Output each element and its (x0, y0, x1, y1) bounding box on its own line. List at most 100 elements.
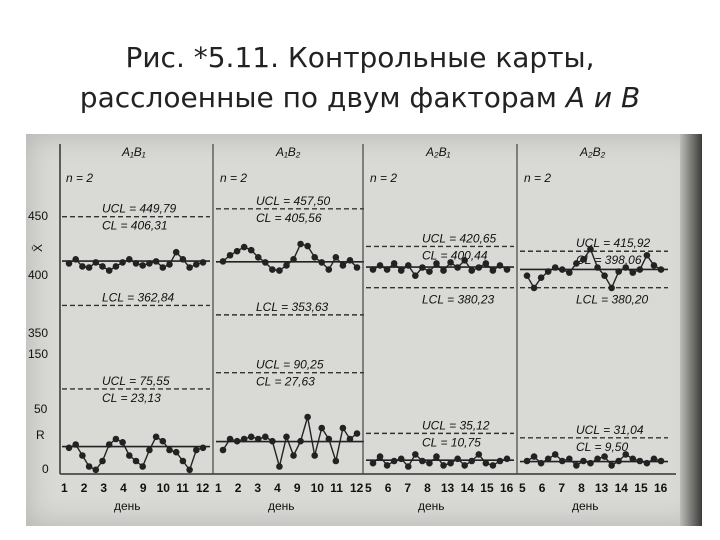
day-tick-label: 9 (140, 481, 147, 495)
xbar-data-point (72, 256, 79, 263)
panel-A1B2: A₁B₂ n = 2 UCL = 457,50 CL = 405,56 LCL = 35… (212, 144, 364, 513)
xbar-lcl-label: LCL = 380,20 (576, 293, 649, 307)
r-data-point (159, 437, 167, 445)
day-tick-label: 6 (539, 481, 546, 495)
xbar-data-point (461, 257, 468, 264)
r-cl-label: CL = 9,50 (576, 440, 628, 454)
xbar-ucl-label: UCL = 457,50 (256, 194, 330, 208)
xbar-data-point (247, 246, 255, 254)
xbar-data-point (193, 261, 200, 268)
xbar-data-point (601, 272, 608, 279)
panel-header-A2B2: A₂B₂ (579, 145, 606, 159)
xbar-ucl-label: UCL = 420,65 (422, 231, 496, 245)
r-data-point (112, 435, 120, 443)
r-data-point (369, 459, 377, 467)
day-tick-label: 14 (461, 481, 475, 495)
panel-n-label-A1B1: n = 2 (66, 171, 93, 185)
xbar-data-point (622, 264, 630, 271)
xbar-data-point (475, 264, 483, 271)
r-data-point (390, 457, 398, 465)
x-axis-label: день (572, 499, 599, 513)
day-tick-label: 3 (100, 481, 107, 495)
xbar-data-point (383, 266, 391, 273)
r-data-point (72, 441, 79, 448)
xbar-data-point (566, 269, 573, 276)
xbar-ucl-label: UCL = 449,79 (102, 202, 176, 216)
xbar-ucl-label: UCL = 415,92 (576, 236, 650, 250)
r-data-point (325, 435, 333, 443)
xbar-data-point (226, 251, 234, 259)
xbar-data-point (262, 259, 269, 266)
xbar-data-point (166, 261, 173, 268)
r-data-point (172, 448, 180, 456)
xbar-data-point (447, 259, 454, 266)
r-data-point (85, 463, 93, 470)
r-data-point (594, 455, 601, 463)
r-data-point (152, 433, 160, 441)
xbar-data-point (112, 263, 120, 270)
xbar-data-point (318, 259, 326, 266)
day-tick-label: 4 (120, 481, 127, 495)
day-tick-label: 7 (404, 481, 411, 495)
r-data-point (383, 462, 391, 469)
r-data-point (240, 435, 248, 443)
r-data-point (544, 455, 552, 463)
r-data-point (454, 455, 461, 463)
xbar-data-point (503, 266, 511, 273)
panel-n-label-A1B2: n = 2 (220, 171, 247, 185)
r-data-point (580, 457, 587, 465)
r-data-point (376, 453, 384, 460)
day-tick-label: 3 (254, 481, 261, 495)
xbar-data-point (332, 253, 340, 261)
r-ucl-label: UCL = 90,25 (256, 358, 324, 372)
r-data-point (132, 457, 140, 465)
xbar-data-point (304, 242, 311, 250)
r-data-point (468, 457, 476, 465)
xbar-data-point (172, 248, 180, 256)
xbar-data-point (311, 253, 318, 261)
r-data-point (269, 437, 276, 445)
xbar-data-point (339, 262, 347, 269)
panel-n-label-A2B2: n = 2 (524, 171, 551, 185)
xbar-data-point (412, 272, 419, 279)
r-data-point (199, 444, 207, 452)
r-data-point (146, 446, 153, 454)
r-ucl-label: UCL = 31,04 (576, 423, 644, 437)
xbar-lcl-label: LCL = 380,23 (422, 293, 495, 307)
xbar-data-point (404, 262, 412, 269)
r-data-point (332, 457, 340, 465)
panel-A2B2: A₂B₂ n = 2 UCL = 415,92 CL = 398,06 LCL = 38… (516, 144, 668, 513)
xbar-data-point (179, 256, 187, 263)
r-data-point (179, 457, 187, 465)
r-data-point (99, 457, 106, 465)
r-data-point (489, 462, 497, 469)
xbar-data-point (558, 266, 566, 273)
r-data-point (276, 463, 283, 470)
xbar-data-point (269, 266, 276, 273)
xbar-data-point (283, 262, 290, 269)
r-data-point (311, 452, 318, 459)
day-tick-label: 1 (61, 481, 68, 495)
r-ucl-label: UCL = 75,55 (102, 374, 170, 388)
r-cl-label: CL = 27,63 (256, 375, 315, 389)
r-data-point (440, 462, 447, 469)
r-cl-label: CL = 23,13 (102, 391, 161, 405)
xbar-data-point (290, 256, 297, 263)
xbar-data-point (544, 268, 552, 275)
r-ucl-label: UCL = 35,12 (422, 418, 490, 432)
xbar-lcl-label: LCL = 353,63 (256, 300, 329, 314)
r-data-point (523, 457, 531, 465)
xbar-tick-450: 450 (28, 209, 48, 223)
day-tick-label: 11 (176, 481, 189, 495)
xbar-data-point (325, 266, 333, 273)
r-data-point (65, 444, 73, 452)
day-tick-label: 7 (558, 481, 565, 495)
xbar-data-point (426, 268, 433, 275)
r-data-point (247, 433, 255, 441)
r-data-point (551, 451, 559, 458)
panel-header-A2B1: A₂B₁ (425, 145, 451, 159)
day-tick-label: 4 (274, 481, 281, 495)
panels-group: A₁B₁ n = 2 UCL = 449,79 CL = 406,31 LCL = 36… (59, 144, 676, 513)
title-and: и (584, 81, 621, 114)
xbar-data-point (594, 264, 601, 271)
